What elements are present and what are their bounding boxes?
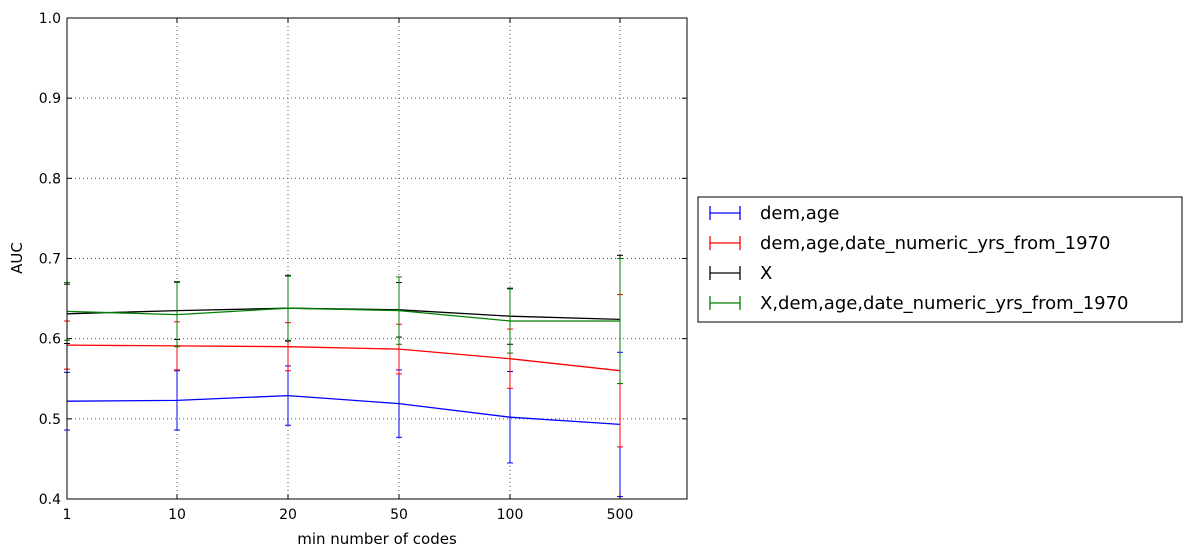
x-axis-label: min number of codes (297, 530, 457, 548)
legend-box (697, 196, 1183, 323)
legend-label: X,dem,age,date_numeric_yrs_from_1970 (760, 293, 1129, 314)
legend-entry: dem,age (709, 203, 839, 224)
x-tick-label: 1 (63, 507, 72, 523)
error-bar (396, 276, 402, 345)
y-tick-label: 0.5 (39, 412, 61, 428)
y-tick-label: 0.6 (39, 332, 61, 348)
legend: dem,age dem,age,date_numeric_yrs_from_197… (697, 196, 1183, 323)
y-tick-label: 1.0 (39, 11, 61, 27)
legend-entry: dem,age,date_numeric_yrs_from_1970 (709, 233, 1110, 254)
y-tick-label: 0.7 (39, 252, 61, 268)
legend-entry: X (709, 263, 772, 284)
y-tick-label: 0.4 (39, 492, 61, 508)
y-axis-label: AUC (8, 242, 26, 274)
legend-label: X (760, 263, 772, 284)
error-bar (285, 275, 291, 341)
x-tick-label: 20 (279, 507, 297, 523)
x-tick-label: 50 (390, 507, 408, 523)
error-bar (617, 258, 623, 385)
x-tick-label: 10 (168, 507, 186, 523)
y-tick-label: 0.8 (39, 171, 61, 187)
legend-label: dem,age,date_numeric_yrs_from_1970 (760, 233, 1110, 254)
series-line (66, 344, 621, 372)
series-line (66, 394, 621, 426)
error-bar (507, 288, 513, 354)
legend-entry: X,dem,age,date_numeric_yrs_from_1970 (709, 293, 1129, 314)
series-line (66, 307, 620, 322)
error-bar (174, 370, 180, 431)
grid (67, 18, 687, 499)
legend-label: dem,age (760, 203, 839, 224)
x-tick-label: 100 (497, 507, 524, 523)
y-tick-label: 0.9 (39, 91, 61, 107)
ticks: 1 10 20 50 100 500 0.4 0.5 0.6 0.7 0.8 0.9 1.0 (39, 11, 687, 523)
error-bar (174, 282, 180, 348)
x-tick-label: 500 (607, 507, 634, 523)
